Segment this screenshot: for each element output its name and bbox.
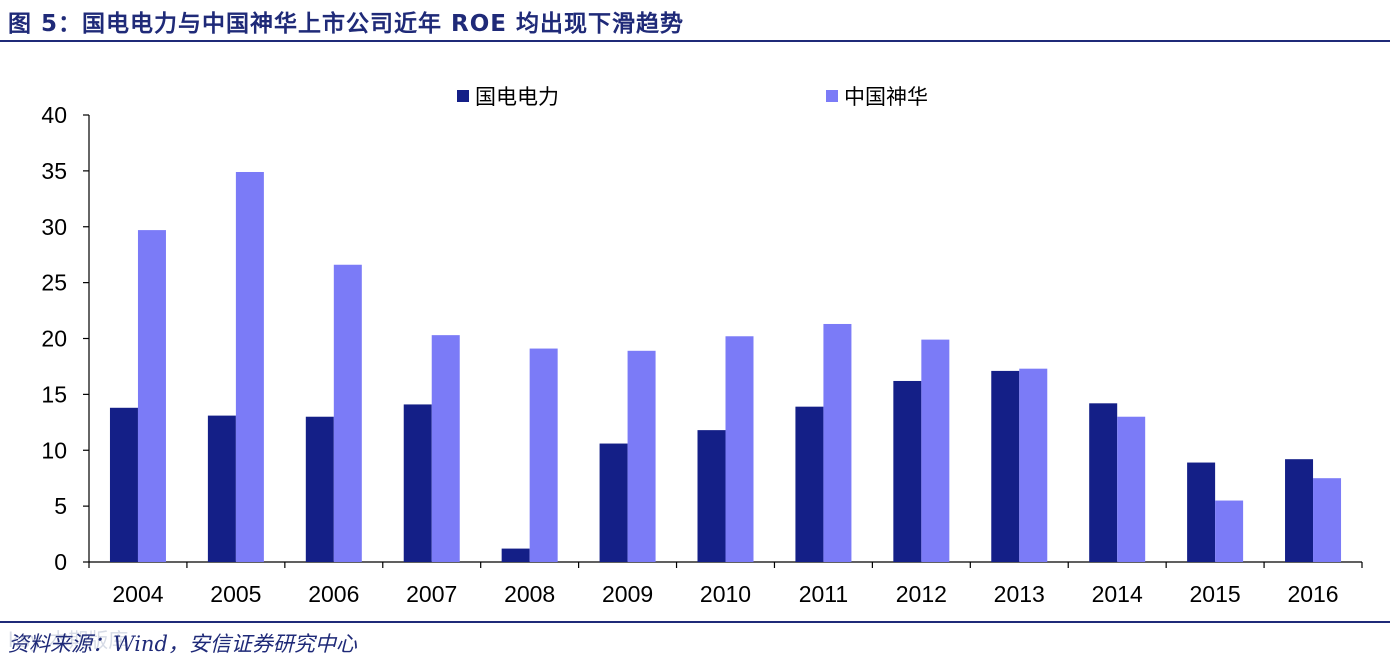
y-tick-label: 5: [54, 493, 67, 519]
bar-series-2-2007: [431, 335, 460, 562]
bar-series-2-2015: [1215, 500, 1244, 562]
bar-series-2-2010: [725, 336, 754, 562]
y-tick-label: 15: [41, 381, 67, 407]
bar-series-2-2013: [1019, 368, 1048, 562]
top-rule: [0, 40, 1390, 42]
legend-label-1: 国电电力: [475, 85, 559, 109]
bar-series-1-2008: [501, 548, 530, 562]
bar-chart: 2004 2005 2006 2007 2008 2009 2010 2011 2012 2013…: [41, 85, 1363, 607]
bar-series-2-2016: [1313, 478, 1342, 562]
y-tick-label: 20: [41, 326, 67, 352]
y-tick-label: 25: [41, 270, 67, 296]
y-axis-ticks: 0 5 10 15 20 25 30 35 40: [41, 102, 89, 575]
legend-swatch-2: [826, 90, 838, 102]
bar-series-2-2005: [235, 171, 264, 562]
x-tick-label: 2011: [799, 581, 848, 607]
bar-series-1-2006: [305, 416, 334, 562]
x-tick-label: 2004: [112, 581, 163, 607]
y-tick-label: 10: [41, 437, 67, 463]
bar-series-2-2012: [921, 339, 950, 562]
x-tick-label: 2013: [994, 581, 1045, 607]
y-tick-label: 0: [54, 549, 67, 575]
bar-series-2-2006: [333, 264, 362, 562]
figure-header: 图 5：国电电力与中国神华上市公司近年 ROE 均出现下滑趋势: [8, 4, 1390, 38]
bar-series-1-2007: [403, 404, 432, 562]
bar-series-1-2004: [109, 407, 138, 562]
figure-title: 图 5：国电电力与中国神华上市公司近年 ROE 均出现下滑趋势: [8, 11, 684, 37]
bar-series-1-2014: [1089, 403, 1118, 562]
bar-series-2-2008: [529, 348, 558, 562]
x-tick-label: 2005: [210, 581, 261, 607]
x-tick-label: 2009: [602, 581, 653, 607]
x-tick-label: 2010: [700, 581, 751, 607]
x-tick-label: 2008: [504, 581, 555, 607]
bar-series-1-2009: [599, 443, 628, 562]
source-note: 资料来源：Wind，安信证券研究中心: [8, 632, 357, 656]
chart-legend: 国电电力 中国神华: [457, 85, 928, 109]
y-tick-label: 30: [41, 214, 67, 240]
bar-series-2-2014: [1117, 416, 1146, 562]
bar-series-1-2011: [795, 406, 824, 562]
legend-label-2: 中国神华: [844, 85, 928, 109]
watermark: ksy 本期版库: [8, 628, 129, 652]
x-axis-ticks: 2004 2005 2006 2007 2008 2009 2010 2011 2012 2013…: [88, 562, 1363, 607]
x-tick-label: 2007: [406, 581, 457, 607]
y-tick-label: 35: [41, 158, 67, 184]
y-tick-label: 40: [41, 102, 67, 128]
legend-swatch-1: [457, 90, 469, 102]
bottom-rule: [0, 621, 1390, 623]
x-tick-label: 2015: [1190, 581, 1241, 607]
chart-bars: [109, 171, 1342, 563]
bar-series-1-2016: [1285, 459, 1314, 562]
x-tick-label: 2012: [896, 581, 947, 607]
x-tick-label: 2014: [1092, 581, 1143, 607]
bar-series-1-2010: [697, 430, 726, 562]
bar-series-2-2004: [137, 230, 166, 563]
x-tick-label: 2006: [308, 581, 359, 607]
bar-series-1-2015: [1187, 462, 1216, 562]
bar-series-1-2005: [207, 415, 236, 562]
bar-series-2-2011: [823, 323, 852, 562]
bar-series-1-2013: [991, 370, 1020, 562]
bar-series-1-2012: [893, 380, 922, 562]
bar-series-2-2009: [627, 350, 656, 562]
x-tick-label: 2016: [1287, 581, 1338, 607]
